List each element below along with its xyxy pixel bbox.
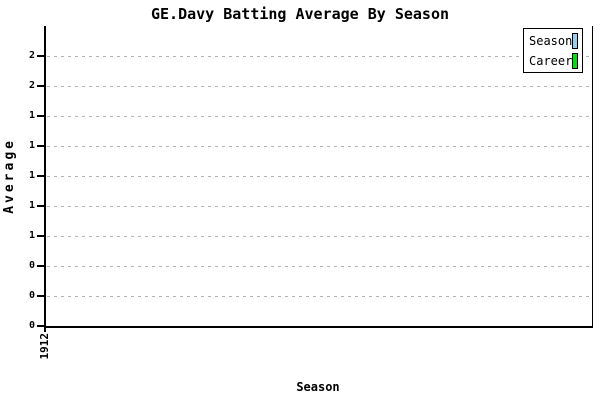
gridline [47,236,591,237]
y-tick-mark [37,235,44,237]
y-tick-mark [37,145,44,147]
y-tick-mark [37,85,44,87]
y-tick-label: 0 [28,260,35,271]
y-tick-mark [37,265,44,267]
gridline [47,296,591,297]
y-axis-label: Average [1,138,17,214]
y-tick-mark [37,55,44,57]
y-tick-mark [37,175,44,177]
gridline [47,86,591,87]
gridline [47,206,591,207]
y-tick-label: 2 [28,80,35,91]
y-tick-label: 0 [28,320,35,331]
y-tick-mark [37,205,44,207]
legend-item-season: Season [529,32,578,49]
legend-label: Season [529,33,573,48]
plot-area [44,26,593,328]
y-tick-mark [37,325,44,327]
y-tick-label: 2 [28,50,35,61]
y-tick-label: 1 [28,110,35,121]
legend-swatch-season [572,32,578,49]
y-tick-label: 1 [28,200,35,211]
y-axis-label-container: Average [1,26,17,326]
x-tick-label: 1912 [38,333,51,360]
legend-swatch-career [572,52,578,69]
gridline [47,56,591,57]
gridline [47,116,591,117]
y-tick-label: 1 [28,140,35,151]
legend-item-career: Career [529,52,578,69]
x-axis-label: Season [296,380,340,394]
chart-title: GE.Davy Batting Average By Season [150,5,449,23]
y-tick-mark [37,295,44,297]
gridline [47,176,591,177]
y-tick-mark [37,115,44,117]
y-tick-label: 1 [28,170,35,181]
gridline [47,146,591,147]
legend: Season Career [523,28,583,73]
y-tick-label: 1 [28,230,35,241]
gridline [47,266,591,267]
x-tick-mark [44,326,46,332]
legend-label: Career [529,53,573,68]
y-tick-label: 0 [28,290,35,301]
